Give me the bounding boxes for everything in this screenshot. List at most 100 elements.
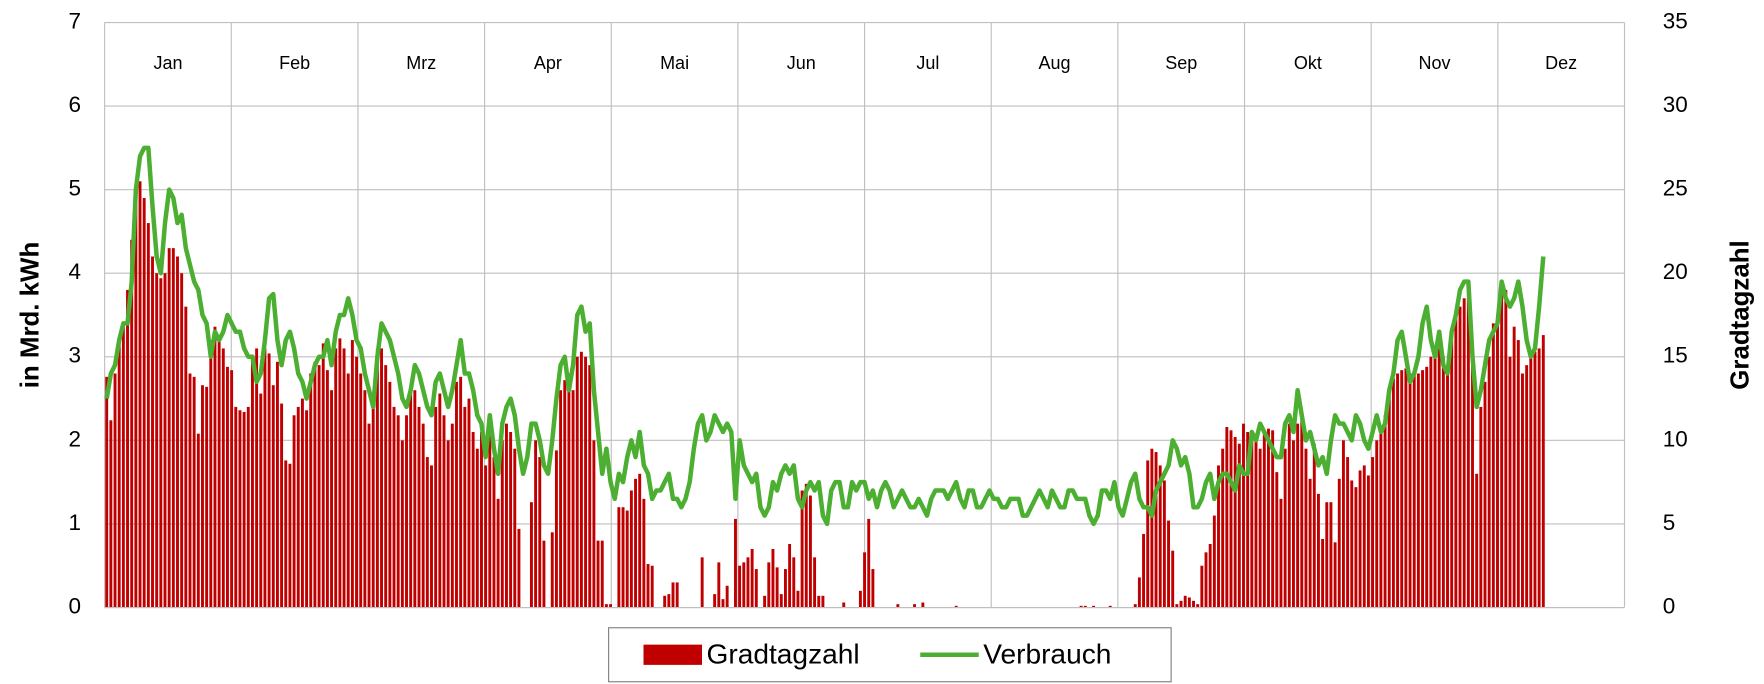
bar — [350, 340, 354, 608]
bar — [550, 532, 554, 608]
bar — [309, 373, 313, 608]
month-label: Jun — [787, 53, 816, 73]
bar — [217, 340, 221, 608]
bar — [721, 599, 725, 608]
bar — [292, 415, 296, 608]
bar — [221, 348, 225, 608]
bar — [205, 386, 209, 608]
month-label: Sep — [1165, 53, 1197, 73]
y2-tick-label: 10 — [1663, 426, 1688, 451]
bar — [338, 338, 342, 608]
bar — [242, 411, 246, 608]
bar — [921, 602, 925, 608]
bar — [392, 406, 396, 608]
bar — [313, 361, 317, 608]
bar — [405, 415, 408, 608]
bar — [467, 398, 471, 608]
bar — [609, 604, 613, 608]
bar — [1108, 605, 1112, 608]
bar — [396, 415, 400, 608]
bar — [1408, 373, 1412, 608]
bar — [604, 604, 608, 608]
bar — [1529, 356, 1533, 608]
bar — [188, 373, 192, 608]
bar — [346, 373, 350, 608]
bar — [1533, 351, 1537, 608]
bar — [359, 373, 363, 608]
bar — [625, 510, 629, 608]
bar — [1504, 289, 1508, 608]
bar — [1187, 597, 1191, 608]
bar — [1192, 600, 1195, 608]
y-tick-label: 6 — [68, 92, 81, 117]
bar — [1271, 430, 1275, 608]
bar — [1233, 437, 1237, 608]
bar — [1441, 356, 1445, 608]
y2-tick-label: 35 — [1663, 8, 1688, 33]
bar — [1462, 298, 1466, 608]
bar — [1312, 443, 1316, 608]
bar — [105, 376, 109, 608]
bar — [913, 604, 916, 608]
y-tick-label: 0 — [68, 593, 81, 618]
bar — [1300, 418, 1304, 608]
bar — [1437, 348, 1441, 608]
bar — [492, 457, 496, 608]
bar — [1366, 475, 1370, 608]
bar — [1487, 356, 1491, 608]
y2-tick-label: 15 — [1663, 343, 1688, 368]
bar — [509, 432, 513, 608]
bar — [1521, 373, 1524, 608]
bar — [176, 256, 179, 608]
bar — [1404, 368, 1408, 608]
bar — [783, 569, 787, 608]
month-label: Aug — [1039, 53, 1071, 73]
y-tick-label: 4 — [68, 259, 81, 284]
bar — [321, 343, 325, 608]
bar — [621, 507, 625, 608]
bar — [650, 565, 654, 608]
bar — [1329, 502, 1333, 608]
bar — [858, 590, 862, 608]
bar — [138, 181, 142, 608]
bar — [446, 440, 450, 608]
bar — [1512, 326, 1516, 608]
bar — [713, 594, 717, 608]
bar — [371, 406, 375, 608]
bar — [1154, 452, 1158, 608]
bar — [813, 557, 817, 608]
bar — [167, 248, 171, 608]
bar — [355, 356, 359, 608]
bar — [288, 463, 292, 608]
bar — [305, 410, 309, 608]
legend-box — [608, 627, 1172, 683]
bar — [1541, 335, 1545, 608]
bar — [954, 605, 958, 608]
bar — [238, 410, 242, 608]
bar — [788, 543, 792, 608]
bar — [596, 540, 600, 608]
bar — [196, 433, 200, 608]
bar — [579, 351, 583, 608]
bar — [592, 440, 596, 608]
bar — [1458, 306, 1462, 608]
bar — [529, 502, 533, 608]
legend-label: Verbrauch — [983, 638, 1111, 669]
bar — [284, 460, 288, 608]
bar — [226, 366, 229, 608]
bar — [1358, 470, 1362, 608]
bar — [380, 348, 383, 608]
bar — [1229, 430, 1233, 608]
bar — [121, 323, 125, 608]
bar — [775, 567, 779, 608]
bar — [1179, 600, 1183, 608]
bar — [504, 423, 508, 608]
month-label: Okt — [1294, 53, 1322, 73]
bar — [280, 403, 284, 608]
y2-tick-label: 20 — [1663, 259, 1688, 284]
bar — [1296, 423, 1300, 608]
bar — [421, 423, 425, 608]
bar — [863, 552, 867, 608]
bar — [1137, 577, 1141, 608]
